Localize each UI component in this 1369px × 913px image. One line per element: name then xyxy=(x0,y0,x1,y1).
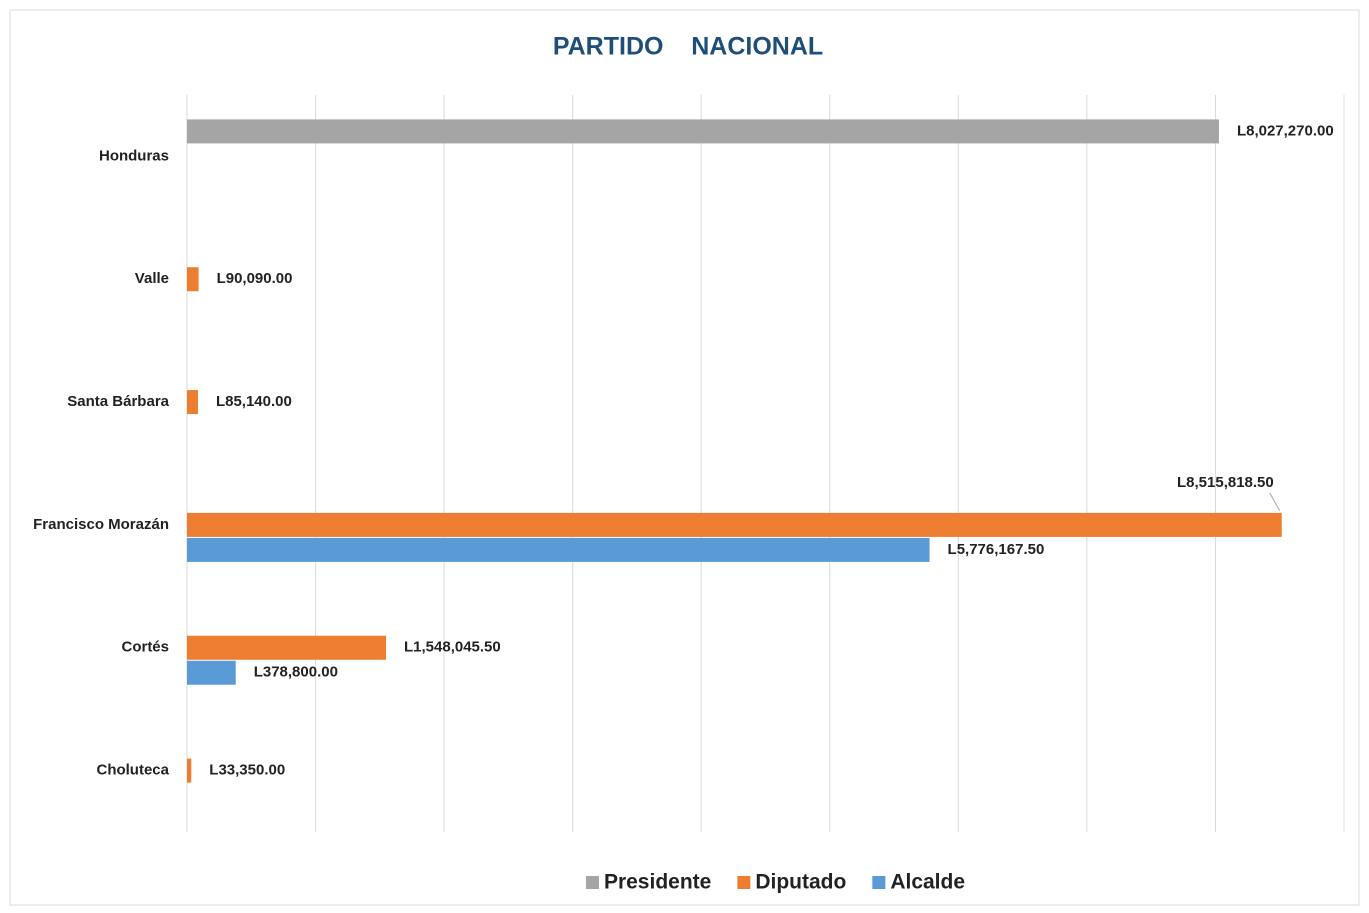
bar xyxy=(187,758,192,783)
y-tick-label: Honduras xyxy=(99,147,169,164)
data-label: L5,776,167.50 xyxy=(948,541,1045,558)
y-tick-label: Valle xyxy=(135,270,169,287)
y-tick-label: Santa Bárbara xyxy=(67,393,169,410)
bar xyxy=(187,512,1282,537)
bar xyxy=(187,267,199,292)
leader-line xyxy=(1269,492,1281,512)
data-label: L378,800.00 xyxy=(254,664,338,681)
y-tick-label: Cortés xyxy=(121,639,169,656)
bar xyxy=(187,635,387,660)
data-label: L90,090.00 xyxy=(217,270,293,287)
chart-title: PARTIDO NACIONAL xyxy=(553,33,823,61)
data-label: L33,350.00 xyxy=(209,762,285,779)
data-label: L85,140.00 xyxy=(216,393,292,410)
data-label: L8,027,270.00 xyxy=(1237,122,1334,139)
legend-label: Presidente xyxy=(604,871,711,894)
bar xyxy=(187,390,198,415)
legend-label: Diputado xyxy=(755,871,846,894)
legend-swatch xyxy=(872,876,886,889)
legend-swatch xyxy=(585,876,599,889)
legend-label: Alcalde xyxy=(890,871,965,894)
y-tick-label: Francisco Morazán xyxy=(33,516,169,533)
data-label: L8,515,818.50 xyxy=(1177,474,1274,491)
bar xyxy=(187,537,930,562)
chart-border xyxy=(9,9,1360,906)
data-label: L1,548,045.50 xyxy=(404,639,501,656)
bar xyxy=(187,119,1219,144)
bar xyxy=(187,660,236,685)
y-tick-label: Choluteca xyxy=(96,762,169,779)
legend-swatch xyxy=(737,876,751,889)
